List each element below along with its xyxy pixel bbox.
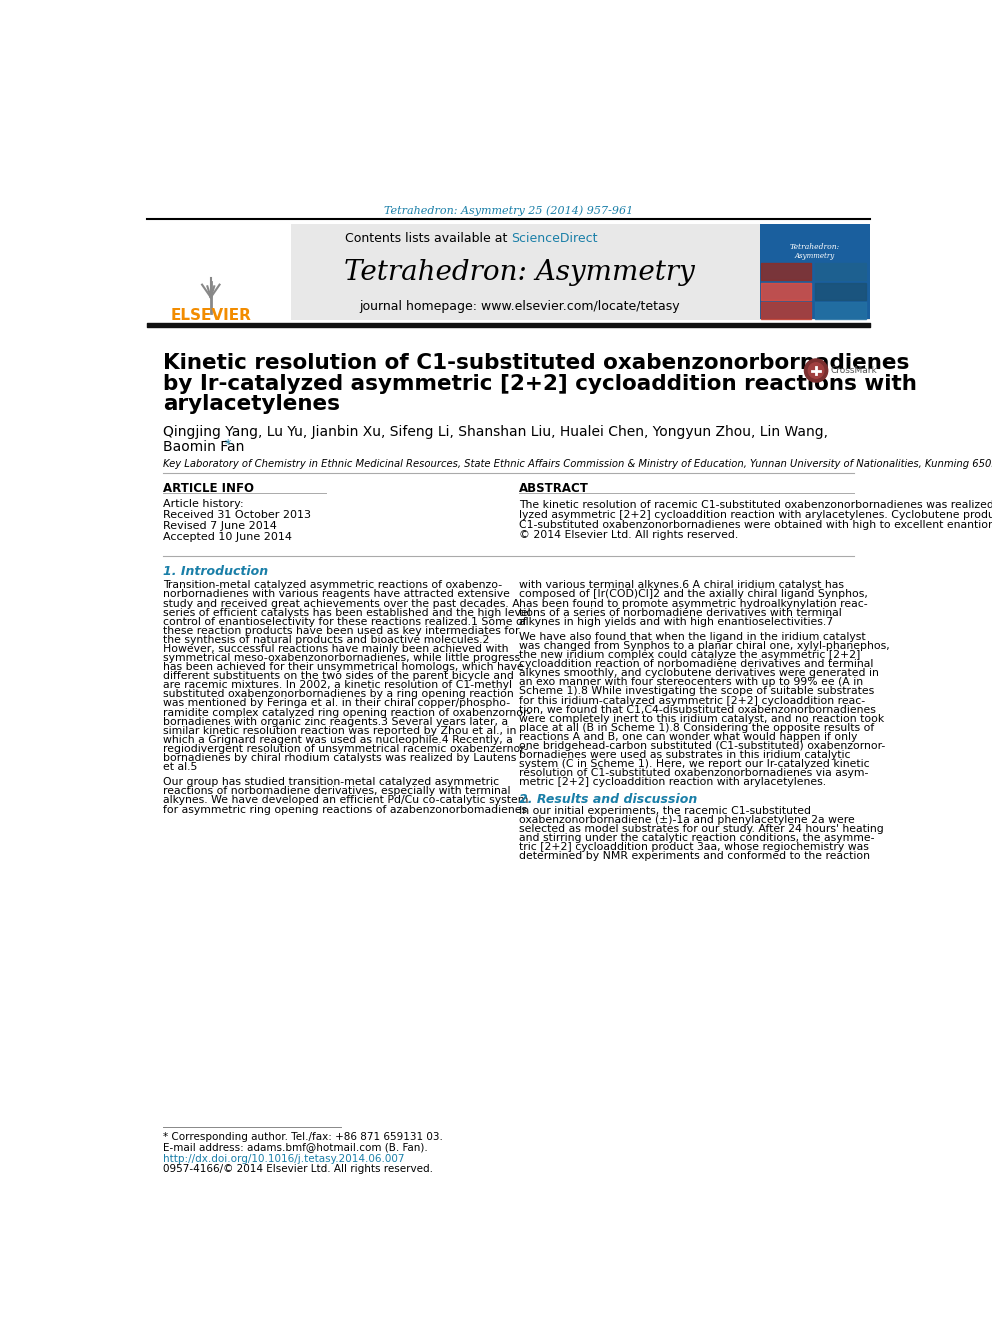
Text: oxabenzonorbornadiene (±)-1a and phenylacetylene 2a were: oxabenzonorbornadiene (±)-1a and phenyla… — [519, 815, 855, 824]
Text: cycloaddition reaction of norbomadiene derivatives and terminal: cycloaddition reaction of norbomadiene d… — [519, 659, 874, 669]
Text: with various terminal alkynes.6 A chiral iridium catalyst has: with various terminal alkynes.6 A chiral… — [519, 581, 844, 590]
Text: Tetrahedron: Asymmetry 25 (2014) 957-961: Tetrahedron: Asymmetry 25 (2014) 957-961 — [384, 206, 633, 217]
Text: Kinetic resolution of C1-substituted oxabenzonorbornadienes: Kinetic resolution of C1-substituted oxa… — [163, 353, 909, 373]
Text: * Corresponding author. Tel./fax: +86 871 659131 03.: * Corresponding author. Tel./fax: +86 87… — [163, 1131, 442, 1142]
Text: ARTICLE INFO: ARTICLE INFO — [163, 482, 254, 495]
Text: alkynes. We have developed an efficient Pd/Cu co-catalytic system: alkynes. We have developed an efficient … — [163, 795, 528, 806]
Text: ABSTRACT: ABSTRACT — [519, 482, 589, 495]
Text: symmetrical meso-oxabenzonorbornadienes, while little progress: symmetrical meso-oxabenzonorbornadienes,… — [163, 654, 520, 663]
Text: was changed from Synphos to a planar chiral one, xylyl-phanephos,: was changed from Synphos to a planar chi… — [519, 642, 890, 651]
Text: journal homepage: www.elsevier.com/locate/tetasy: journal homepage: www.elsevier.com/locat… — [359, 300, 680, 314]
Text: 0957-4166/© 2014 Elsevier Ltd. All rights reserved.: 0957-4166/© 2014 Elsevier Ltd. All right… — [163, 1164, 433, 1174]
Text: bornadienes with organic zinc reagents.3 Several years later, a: bornadienes with organic zinc reagents.3… — [163, 717, 508, 726]
Text: place at all (B in Scheme 1).8 Considering the opposite results of: place at all (B in Scheme 1).8 Consideri… — [519, 722, 875, 733]
Text: has been found to promote asymmetric hydroalkynylation reac-: has been found to promote asymmetric hyd… — [519, 598, 868, 609]
Circle shape — [805, 359, 827, 382]
Text: one bridgehead-carbon substituted (C1-substituted) oxabenzornor-: one bridgehead-carbon substituted (C1-su… — [519, 741, 886, 751]
Text: alkynes smoothly, and cyclobutene derivatives were generated in: alkynes smoothly, and cyclobutene deriva… — [519, 668, 879, 679]
Text: *: * — [225, 438, 231, 451]
Text: system (C in Scheme 1). Here, we report our Ir-catalyzed kinetic: system (C in Scheme 1). Here, we report … — [519, 759, 870, 769]
Text: arylacetylenes: arylacetylenes — [163, 394, 339, 414]
Text: Contents lists available at: Contents lists available at — [345, 232, 512, 245]
Text: study and received great achievements over the past decades. A: study and received great achievements ov… — [163, 598, 520, 609]
Text: similar kinetic resolution reaction was reported by Zhou et al., in: similar kinetic resolution reaction was … — [163, 726, 516, 736]
Text: et al.5: et al.5 — [163, 762, 197, 773]
FancyBboxPatch shape — [760, 224, 870, 319]
Text: has been achieved for their unsymmetrical homologs, which have: has been achieved for their unsymmetrica… — [163, 662, 524, 672]
Text: CrossMark: CrossMark — [830, 366, 877, 374]
Text: © 2014 Elsevier Ltd. All rights reserved.: © 2014 Elsevier Ltd. All rights reserved… — [519, 531, 738, 540]
Text: 1. Introduction: 1. Introduction — [163, 565, 268, 578]
Text: lyzed asymmetric [2+2] cycloaddition reaction with arylacetylenes. Cyclobutene p: lyzed asymmetric [2+2] cycloaddition rea… — [519, 511, 992, 520]
Text: bornadienes were used as substrates in this iridium catalytic: bornadienes were used as substrates in t… — [519, 750, 851, 759]
Text: tions of a series of norbomadiene derivatives with terminal: tions of a series of norbomadiene deriva… — [519, 607, 842, 618]
Text: tion, we found that C1,C4-disubstituted oxabenzonorbornadienes: tion, we found that C1,C4-disubstituted … — [519, 705, 876, 714]
Text: bornadienes by chiral rhodium catalysts was realized by Lautens: bornadienes by chiral rhodium catalysts … — [163, 753, 516, 763]
Text: composed of [Ir(COD)Cl]2 and the axially chiral ligand Synphos,: composed of [Ir(COD)Cl]2 and the axially… — [519, 590, 868, 599]
Text: 2. Results and discussion: 2. Results and discussion — [519, 792, 697, 806]
FancyBboxPatch shape — [147, 224, 870, 320]
Text: In our initial experiments, the racemic C1-substituted: In our initial experiments, the racemic … — [519, 806, 811, 816]
Text: different substituents on the two sides of the parent bicycle and: different substituents on the two sides … — [163, 671, 514, 681]
Text: resolution of C1-substituted oxabenzonorbornadienes via asym-: resolution of C1-substituted oxabenzonor… — [519, 769, 869, 778]
Text: Transition-metal catalyzed asymmetric reactions of oxabenzo-: Transition-metal catalyzed asymmetric re… — [163, 581, 502, 590]
Text: determined by NMR experiments and conformed to the reaction: determined by NMR experiments and confor… — [519, 851, 870, 861]
Text: C1-substituted oxabenzonorbornadienes were obtained with high to excellent enant: C1-substituted oxabenzonorbornadienes we… — [519, 520, 992, 531]
Text: However, successful reactions have mainly been achieved with: However, successful reactions have mainl… — [163, 644, 508, 654]
Text: reactions A and B, one can wonder what would happen if only: reactions A and B, one can wonder what w… — [519, 732, 858, 742]
Text: an exo manner with four stereocenters with up to 99% ee (A in: an exo manner with four stereocenters wi… — [519, 677, 863, 688]
Text: Asymmetry: Asymmetry — [795, 251, 834, 259]
Text: We have also found that when the ligand in the iridium catalyst: We have also found that when the ligand … — [519, 632, 866, 642]
Text: regiodivergent resolution of unsymmetrical racemic oxabenzernor-: regiodivergent resolution of unsymmetric… — [163, 744, 528, 754]
Text: Received 31 October 2013: Received 31 October 2013 — [163, 511, 310, 520]
Text: reactions of norbomadiene derivatives, especially with terminal: reactions of norbomadiene derivatives, e… — [163, 786, 510, 796]
Text: Key Laboratory of Chemistry in Ethnic Medicinal Resources, State Ethnic Affairs : Key Laboratory of Chemistry in Ethnic Me… — [163, 459, 992, 468]
Text: Qingjing Yang, Lu Yu, Jianbin Xu, Sifeng Li, Shanshan Liu, Hualei Chen, Yongyun : Qingjing Yang, Lu Yu, Jianbin Xu, Sifeng… — [163, 425, 827, 439]
Text: control of enantioselectivity for these reactions realized.1 Some of: control of enantioselectivity for these … — [163, 617, 527, 627]
Text: are racemic mixtures. In 2002, a kinetic resolution of C1-methyl: are racemic mixtures. In 2002, a kinetic… — [163, 680, 512, 691]
Text: http://dx.doi.org/10.1016/j.tetasy.2014.06.007: http://dx.doi.org/10.1016/j.tetasy.2014.… — [163, 1154, 405, 1164]
Text: norbornadienes with various reagents have attracted extensive: norbornadienes with various reagents hav… — [163, 590, 510, 599]
Text: and stirring under the catalytic reaction conditions, the asymme-: and stirring under the catalytic reactio… — [519, 833, 875, 843]
Text: E-mail address: adams.bmf@hotmail.com (B. Fan).: E-mail address: adams.bmf@hotmail.com (B… — [163, 1142, 428, 1151]
Text: were completely inert to this iridium catalyst, and no reaction took: were completely inert to this iridium ca… — [519, 713, 885, 724]
Text: tric [2+2] cycloaddition product 3aa, whose regiochemistry was: tric [2+2] cycloaddition product 3aa, wh… — [519, 841, 869, 852]
Text: selected as model substrates for our study. After 24 hours' heating: selected as model substrates for our stu… — [519, 824, 884, 833]
Circle shape — [808, 363, 823, 378]
Text: The kinetic resolution of racemic C1-substituted oxabenzonorbornadienes was real: The kinetic resolution of racemic C1-sub… — [519, 500, 992, 511]
FancyBboxPatch shape — [147, 224, 291, 320]
Text: by Ir-catalyzed asymmetric [2+2] cycloaddition reactions with: by Ir-catalyzed asymmetric [2+2] cycload… — [163, 373, 917, 394]
Text: was mentioned by Feringa et al. in their chiral copper/phospho-: was mentioned by Feringa et al. in their… — [163, 699, 510, 708]
Text: ELSEVIER: ELSEVIER — [171, 307, 251, 323]
Text: which a Grignard reagent was used as nucleophile.4 Recently, a: which a Grignard reagent was used as nuc… — [163, 734, 513, 745]
Text: Article history:: Article history: — [163, 500, 243, 509]
Text: for this iridium-catalyzed asymmetric [2+2] cycloaddition reac-: for this iridium-catalyzed asymmetric [2… — [519, 696, 865, 705]
Text: metric [2+2] cycloaddition reaction with arylacetylenes.: metric [2+2] cycloaddition reaction with… — [519, 778, 826, 787]
Text: Accepted 10 June 2014: Accepted 10 June 2014 — [163, 532, 292, 542]
Text: Tetrahedron:: Tetrahedron: — [790, 243, 839, 251]
Text: these reaction products have been used as key intermediates for: these reaction products have been used a… — [163, 626, 519, 636]
Text: series of efficient catalysts has been established and the high level: series of efficient catalysts has been e… — [163, 607, 531, 618]
Text: for asymmetric ring opening reactions of azabenzonorbomadienes: for asymmetric ring opening reactions of… — [163, 804, 527, 815]
Text: Tetrahedron: Asymmetry: Tetrahedron: Asymmetry — [344, 259, 694, 286]
Text: the new iridium complex could catalyze the asymmetric [2+2]: the new iridium complex could catalyze t… — [519, 650, 861, 660]
Text: substituted oxabenzonorbornadienes by a ring opening reaction: substituted oxabenzonorbornadienes by a … — [163, 689, 514, 700]
Text: Revised 7 June 2014: Revised 7 June 2014 — [163, 521, 277, 531]
Text: ScienceDirect: ScienceDirect — [512, 232, 598, 245]
Text: ramidite complex catalyzed ring opening reaction of oxabenzornor-: ramidite complex catalyzed ring opening … — [163, 708, 531, 717]
Text: the synthesis of natural products and bioactive molecules.2: the synthesis of natural products and bi… — [163, 635, 489, 644]
Text: Our group has studied transition-metal catalyzed asymmetric: Our group has studied transition-metal c… — [163, 778, 499, 787]
Text: alkynes in high yields and with high enantioselectivities.7: alkynes in high yields and with high ena… — [519, 617, 833, 627]
Text: Baomin Fan: Baomin Fan — [163, 439, 244, 454]
Text: Scheme 1).8 While investigating the scope of suitable substrates: Scheme 1).8 While investigating the scop… — [519, 687, 875, 696]
